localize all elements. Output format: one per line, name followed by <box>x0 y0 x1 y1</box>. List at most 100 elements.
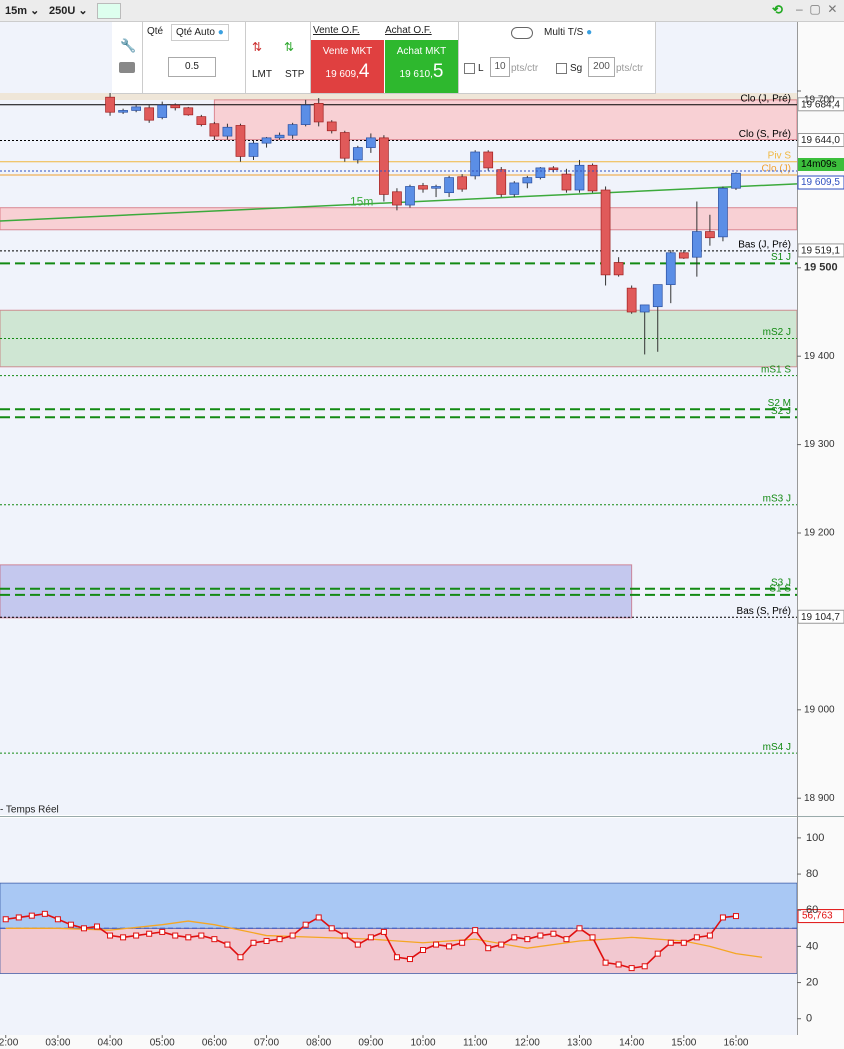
x-tick-label: 14:00 <box>619 1038 644 1049</box>
rsi-point <box>524 936 531 943</box>
countdown-box <box>798 158 844 172</box>
x-tick-label: 02:00 <box>0 1038 19 1049</box>
price-box-label: 19 644,0 <box>801 135 840 146</box>
stp-button[interactable]: STP <box>285 69 305 80</box>
sg-checkbox[interactable] <box>556 63 567 74</box>
y-tick-label: 19 500 <box>804 262 838 274</box>
x-tick-label: 16:00 <box>723 1038 748 1049</box>
candle-body <box>392 191 402 206</box>
candle-body <box>313 103 324 123</box>
candle-body <box>222 126 233 137</box>
price-axis-bg <box>797 22 844 1035</box>
candle-body <box>405 186 415 206</box>
rsi-point <box>172 932 179 939</box>
sg-input[interactable]: 200 <box>588 57 615 77</box>
candle-body <box>300 104 311 125</box>
qty-auto[interactable]: Qté Auto ● <box>171 24 229 41</box>
lmt-button[interactable]: LMT <box>252 69 272 80</box>
rsi-title: - Temps Réel <box>0 805 59 816</box>
y-tick-label: 19 200 <box>804 528 835 539</box>
rsi-point <box>237 954 244 961</box>
size-text: 250U <box>49 5 76 17</box>
price-box <box>797 133 844 148</box>
rsi-point <box>263 937 270 944</box>
rsi-point <box>120 934 127 941</box>
candle-body <box>718 187 728 238</box>
current-price-box <box>797 175 844 190</box>
sync-icon[interactable]: ⟲ <box>772 2 783 17</box>
rsi-point <box>15 914 22 921</box>
candle-body <box>379 137 389 195</box>
qty-input[interactable]: 0.5 <box>168 57 216 77</box>
candle-body <box>248 142 259 157</box>
price-box-label: 19 684,4 <box>801 99 840 110</box>
sell-header[interactable]: Vente O.F. <box>313 25 360 36</box>
time-axis-bg <box>0 1035 844 1049</box>
y-tick-label: 18 900 <box>804 793 835 804</box>
rsi-band <box>0 927 797 974</box>
level-label: S1 J <box>771 252 791 263</box>
x-tick-label: 07:00 <box>254 1038 279 1049</box>
candle-body <box>261 137 272 144</box>
candle-body <box>170 104 181 109</box>
rsi-y-tick-label: 20 <box>806 976 818 988</box>
candle-body <box>339 132 350 159</box>
level-label: Clo (J) <box>762 164 791 175</box>
rsi-point <box>406 956 413 963</box>
candle-body <box>692 231 702 258</box>
rsi-y-tick-label: 60 <box>806 904 818 916</box>
keyboard-icon[interactable] <box>119 62 135 73</box>
last-value-label: 56,763 <box>802 911 833 922</box>
wrench-icon[interactable]: 🔧 <box>120 38 137 53</box>
level-label: mS4 J <box>763 742 791 753</box>
l-input[interactable]: 10 <box>490 57 510 77</box>
candle-body <box>105 96 115 113</box>
x-tick-label: 05:00 <box>150 1038 175 1049</box>
x-tick-label: 03:00 <box>45 1038 70 1049</box>
timeframe[interactable]: 15m ⌄ <box>5 5 40 17</box>
main-bg <box>0 22 797 815</box>
x-tick-label: 09:00 <box>358 1038 383 1049</box>
x-tick-label: 06:00 <box>202 1038 227 1049</box>
rsi-point <box>28 912 35 919</box>
buy-button[interactable]: Achat MKT 19 610,5 <box>385 40 458 93</box>
x-tick-label: 13:00 <box>567 1038 592 1049</box>
toggle[interactable] <box>511 27 533 39</box>
candle-body <box>118 110 128 113</box>
indicator-icon[interactable] <box>97 3 121 19</box>
top-strip <box>0 93 797 100</box>
zone <box>0 564 633 619</box>
sell-button[interactable]: Vente MKT 19 609,4 <box>311 40 384 93</box>
top-toolbar <box>0 0 844 22</box>
candle-body <box>535 167 546 178</box>
candle-body <box>574 164 585 191</box>
candle-body <box>366 137 376 148</box>
rsi-point <box>563 936 570 943</box>
rsi-point <box>146 930 153 937</box>
candle-body <box>183 107 194 116</box>
level-label: mS1 S <box>761 364 791 375</box>
size[interactable]: 250U ⌄ <box>49 5 88 17</box>
l-unit: pts/ctr <box>511 63 539 74</box>
rsi-point <box>680 939 687 946</box>
l-checkbox[interactable] <box>464 63 475 74</box>
level-label: mS3 J <box>763 493 791 504</box>
candle-body <box>157 104 168 118</box>
rsi-point <box>328 925 335 932</box>
price-box-label: 19 519,1 <box>801 246 840 257</box>
window-buttons[interactable]: – ▢ ✕ <box>796 2 838 16</box>
rsi-point <box>250 939 257 946</box>
rsi-point <box>289 932 296 939</box>
rsi-point <box>537 932 544 939</box>
rsi-y-tick-label: 0 <box>806 1013 812 1025</box>
rsi-point <box>602 959 609 966</box>
rsi-point <box>41 910 48 917</box>
rsi-point <box>550 930 557 937</box>
last-value-box <box>797 909 844 924</box>
x-tick-label: 10:00 <box>410 1038 435 1049</box>
level-label: Piv S <box>768 150 792 161</box>
level-label: Bas (S, Pré) <box>737 606 791 617</box>
trade-panel: Vente O.F. Achat O.F. Vente MKT 19 609,4 … <box>311 22 459 94</box>
candle-body <box>587 164 598 192</box>
buy-header[interactable]: Achat O.F. <box>385 25 432 36</box>
